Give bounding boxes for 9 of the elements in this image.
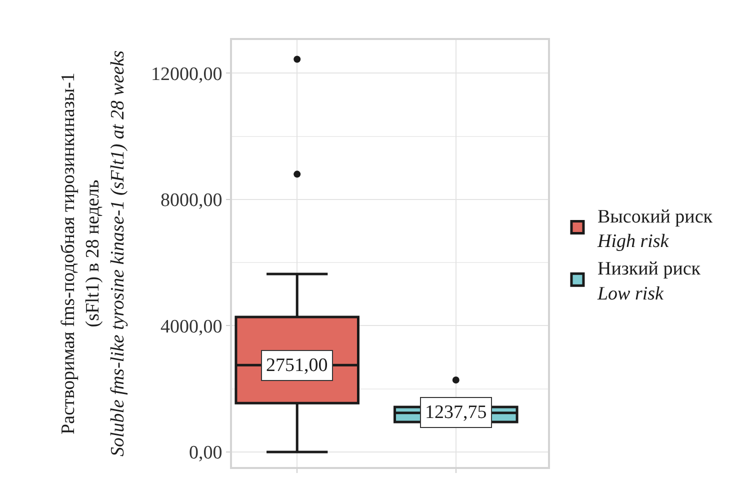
legend-label: Низкий риск Low risk [596,258,702,304]
y-axis-title: Растворимая fms-подобная тирозинкиназы-1 (sFlt1) в 28 недель Soluble fms-like tyrosine kinase-1 (sFlt1) at 28 weeks [58,50,128,457]
annotation: 1237,75 [425,402,487,423]
y-tick-label: 0,00 [188,442,222,464]
y-tick-label: 4000,00 [160,316,222,338]
y-tick-label: 8000,00 [160,190,222,212]
annotation: 2751,00 [266,355,328,376]
y-tick-label: 12000,00 [150,64,222,85]
legend-label: Высокий риск High risk [596,206,714,252]
